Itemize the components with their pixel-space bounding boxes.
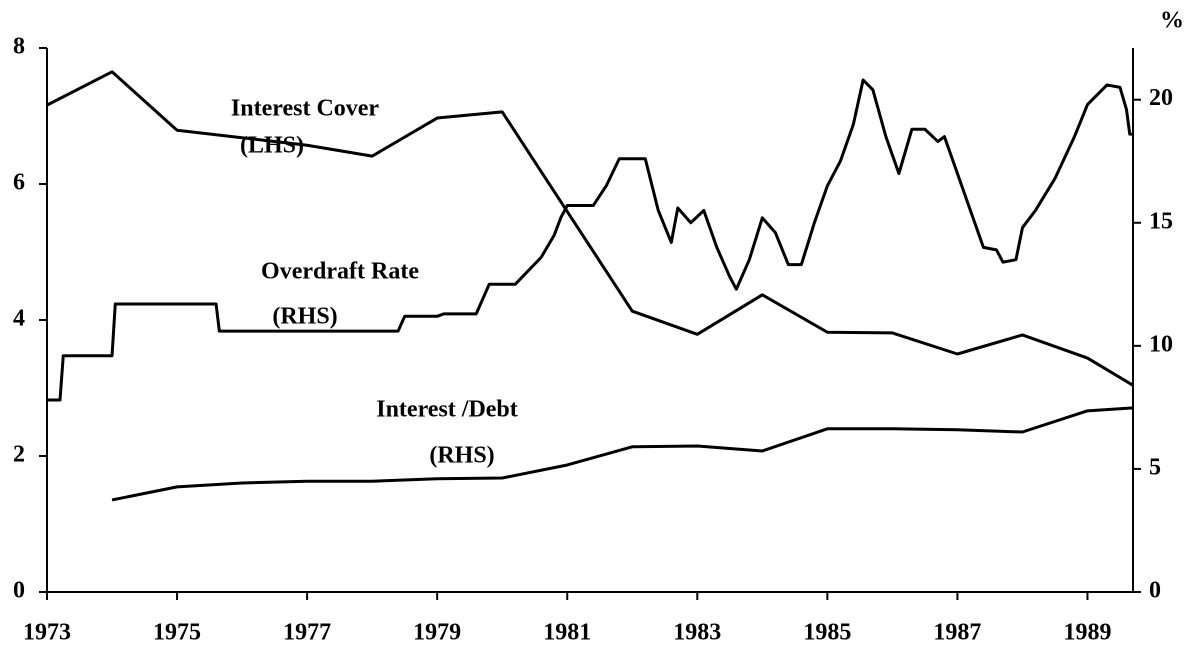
- annotation: Interest Cover: [231, 96, 380, 122]
- x-tick-label: 1979: [413, 620, 461, 646]
- y2-tick-label: 15: [1149, 208, 1173, 234]
- annotation: Interest /Debt: [376, 397, 518, 423]
- annotation: (RHS): [429, 443, 494, 469]
- y2-tick-label: 0: [1149, 578, 1161, 604]
- y-tick-label: 2: [13, 442, 25, 468]
- annotation: (LHS): [240, 133, 304, 159]
- y-tick-label: 4: [13, 306, 25, 332]
- series-line: [47, 78, 1133, 402]
- y2-axis-label: %: [1160, 8, 1184, 34]
- x-tick-label: 1981: [543, 620, 591, 646]
- x-tick-label: 1973: [23, 620, 71, 646]
- x-tick-label: 1989: [1063, 620, 1111, 646]
- annotation: Overdraft Rate: [261, 259, 419, 285]
- annotation: (RHS): [272, 304, 337, 330]
- y2-tick-label: 10: [1149, 331, 1173, 357]
- y2-tick-label: 20: [1149, 85, 1173, 111]
- series-line: [111, 406, 1134, 502]
- x-tick-label: 1987: [933, 620, 981, 646]
- x-tick-label: 1983: [673, 620, 721, 646]
- y2-tick-label: 5: [1149, 454, 1161, 480]
- y-tick-label: 0: [13, 578, 25, 604]
- x-tick-label: 1977: [283, 620, 331, 646]
- y-tick-label: 8: [13, 34, 25, 60]
- series-line: [46, 70, 1134, 387]
- x-tick-label: 1975: [153, 620, 201, 646]
- x-tick-label: 1985: [803, 620, 851, 646]
- y-tick-label: 6: [13, 170, 25, 196]
